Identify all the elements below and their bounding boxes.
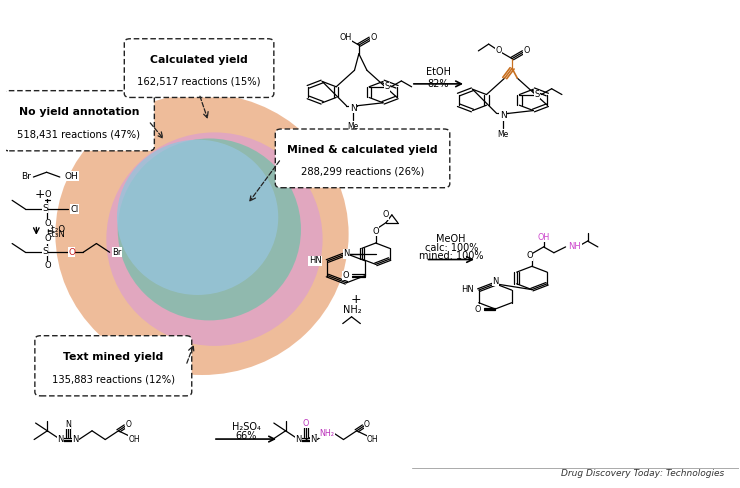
Text: Mined & calculated yield: Mined & calculated yield [287, 145, 438, 155]
Text: 66%: 66% [235, 431, 257, 441]
Text: OH: OH [537, 233, 550, 242]
Text: O: O [303, 419, 309, 428]
Text: EtOH: EtOH [425, 67, 451, 77]
Ellipse shape [118, 139, 301, 321]
Text: O: O [372, 227, 379, 236]
Text: NH₂: NH₂ [319, 429, 334, 438]
Text: +: + [351, 293, 361, 306]
Text: N: N [310, 435, 317, 444]
Text: Br: Br [112, 248, 122, 257]
Ellipse shape [117, 140, 278, 295]
Text: H₂SO₄: H₂SO₄ [232, 422, 260, 432]
Text: O: O [44, 234, 50, 243]
Text: O: O [44, 190, 50, 199]
Text: 518,431 reactions (47%): 518,431 reactions (47%) [17, 129, 141, 140]
Text: N: N [343, 249, 349, 258]
Text: OH: OH [367, 434, 379, 444]
FancyBboxPatch shape [35, 336, 192, 396]
Text: N: N [500, 111, 507, 121]
Text: O: O [44, 262, 50, 270]
Text: Br: Br [21, 172, 31, 181]
Text: O: O [474, 305, 480, 313]
Text: Drug Discovery Today: Technologies: Drug Discovery Today: Technologies [561, 469, 724, 478]
Text: Calculated yield: Calculated yield [150, 55, 248, 65]
Text: O: O [496, 46, 502, 55]
Text: NH₂: NH₂ [343, 305, 362, 314]
Text: 135,883 reactions (12%): 135,883 reactions (12%) [52, 374, 175, 385]
Text: 82%: 82% [427, 79, 448, 89]
Text: 162,517 reactions (15%): 162,517 reactions (15%) [138, 76, 260, 86]
Text: O: O [524, 46, 530, 55]
Text: OH: OH [65, 172, 78, 181]
Text: No yield annotation: No yield annotation [18, 107, 139, 118]
Text: mined: 100%: mined: 100% [419, 251, 483, 262]
Ellipse shape [56, 94, 349, 375]
Text: Me: Me [498, 130, 509, 139]
Text: MeOH: MeOH [437, 234, 466, 244]
Text: O: O [44, 219, 50, 228]
FancyBboxPatch shape [275, 129, 450, 188]
Text: O: O [526, 251, 533, 260]
Text: O: O [68, 248, 75, 257]
Text: N: N [349, 103, 357, 113]
FancyBboxPatch shape [124, 39, 274, 98]
Text: S: S [42, 203, 48, 213]
Text: Text mined yield: Text mined yield [63, 352, 164, 363]
Text: N: N [72, 435, 78, 444]
Text: N: N [57, 435, 64, 444]
Text: HN: HN [462, 285, 474, 294]
Text: 288,299 reactions (26%): 288,299 reactions (26%) [301, 166, 424, 177]
Text: N: N [65, 420, 71, 428]
Ellipse shape [107, 132, 323, 346]
Text: O: O [383, 210, 389, 220]
Text: Et₃N: Et₃N [46, 230, 64, 239]
Text: O: O [343, 271, 349, 280]
Text: S: S [534, 90, 539, 99]
Text: Me: Me [347, 122, 359, 131]
Text: Et₂O: Et₂O [46, 225, 65, 234]
Text: O: O [126, 420, 132, 428]
Text: OH: OH [340, 33, 352, 42]
Text: S: S [42, 247, 48, 256]
Text: OH: OH [129, 434, 141, 444]
FancyBboxPatch shape [4, 91, 155, 151]
Text: N: N [295, 435, 302, 444]
Text: O: O [364, 420, 370, 428]
Text: S: S [384, 82, 389, 91]
Text: O: O [370, 33, 377, 42]
Text: Cl: Cl [71, 204, 79, 214]
Text: +: + [35, 188, 45, 201]
Text: calc: 100%: calc: 100% [425, 243, 478, 253]
Text: NH: NH [568, 243, 582, 251]
Text: N: N [492, 277, 499, 286]
Text: HN: HN [309, 257, 321, 265]
